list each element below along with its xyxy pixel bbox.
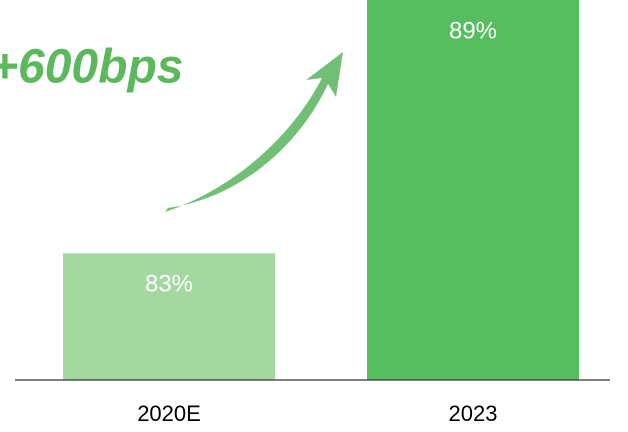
value-label: 89% [449,17,497,44]
x-tick-label: 2023 [449,401,498,426]
arrow [165,52,343,212]
x-tick-label: 2020E [137,401,201,426]
value-label: 83% [145,271,193,298]
annotation: +600bps [0,41,183,94]
chart: +600bps 83% 2020E 89% 2023 [0,0,628,432]
bar [367,0,579,380]
